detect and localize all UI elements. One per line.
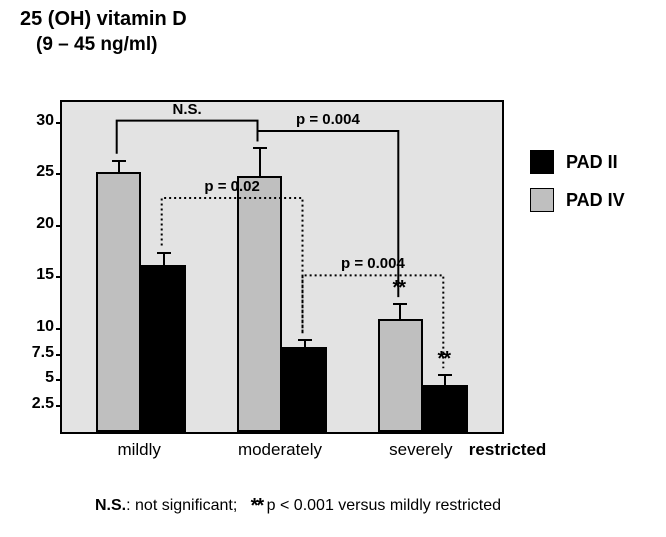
footnote-ns-text: : not significant; [126, 497, 237, 514]
chart-title-line2: (9 – 45 ng/ml) [36, 34, 157, 56]
chart-plot-area [60, 100, 504, 434]
x-axis-suffix: restricted [469, 440, 546, 460]
x-category-label: mildly [117, 440, 160, 460]
comparison-label: N.S. [173, 101, 202, 118]
bar [141, 265, 186, 432]
bar [378, 319, 423, 432]
legend-item: PAD IV [530, 188, 625, 212]
y-tick-label: 30 [0, 112, 54, 130]
bar [237, 176, 282, 432]
significance-stars: ** [393, 277, 405, 300]
footnote-star-symbol: ** [251, 495, 263, 517]
legend-label: PAD II [566, 152, 618, 173]
y-tick-label: 10 [0, 318, 54, 336]
footnote-star-text: p < 0.001 versus mildly restricted [262, 497, 501, 514]
y-tick-label: 7.5 [0, 344, 54, 362]
comparison-label: p = 0.004 [341, 255, 405, 272]
significance-stars: ** [438, 348, 450, 371]
bar [282, 347, 327, 432]
legend-swatch [530, 150, 554, 174]
chart-title-line1: 25 (OH) vitamin D [20, 8, 187, 31]
footnote: N.S.: not significant; ** p < 0.001 vers… [95, 495, 501, 518]
legend-item: PAD II [530, 150, 625, 174]
y-tick-label: 15 [0, 266, 54, 284]
y-tick-label: 5 [0, 369, 54, 387]
y-tick-label: 25 [0, 163, 54, 181]
legend: PAD II PAD IV [530, 150, 625, 226]
comparison-label: p = 0.004 [296, 111, 360, 128]
bar [96, 172, 141, 432]
y-tick-label: 20 [0, 215, 54, 233]
x-category-label: moderately [238, 440, 322, 460]
legend-label: PAD IV [566, 190, 625, 211]
x-category-label: severely [389, 440, 452, 460]
comparison-label: p = 0.02 [204, 178, 259, 195]
y-tick-label: 2.5 [0, 395, 54, 413]
footnote-ns-abbrev: N.S. [95, 497, 126, 514]
legend-swatch [530, 188, 554, 212]
bar [423, 385, 468, 432]
